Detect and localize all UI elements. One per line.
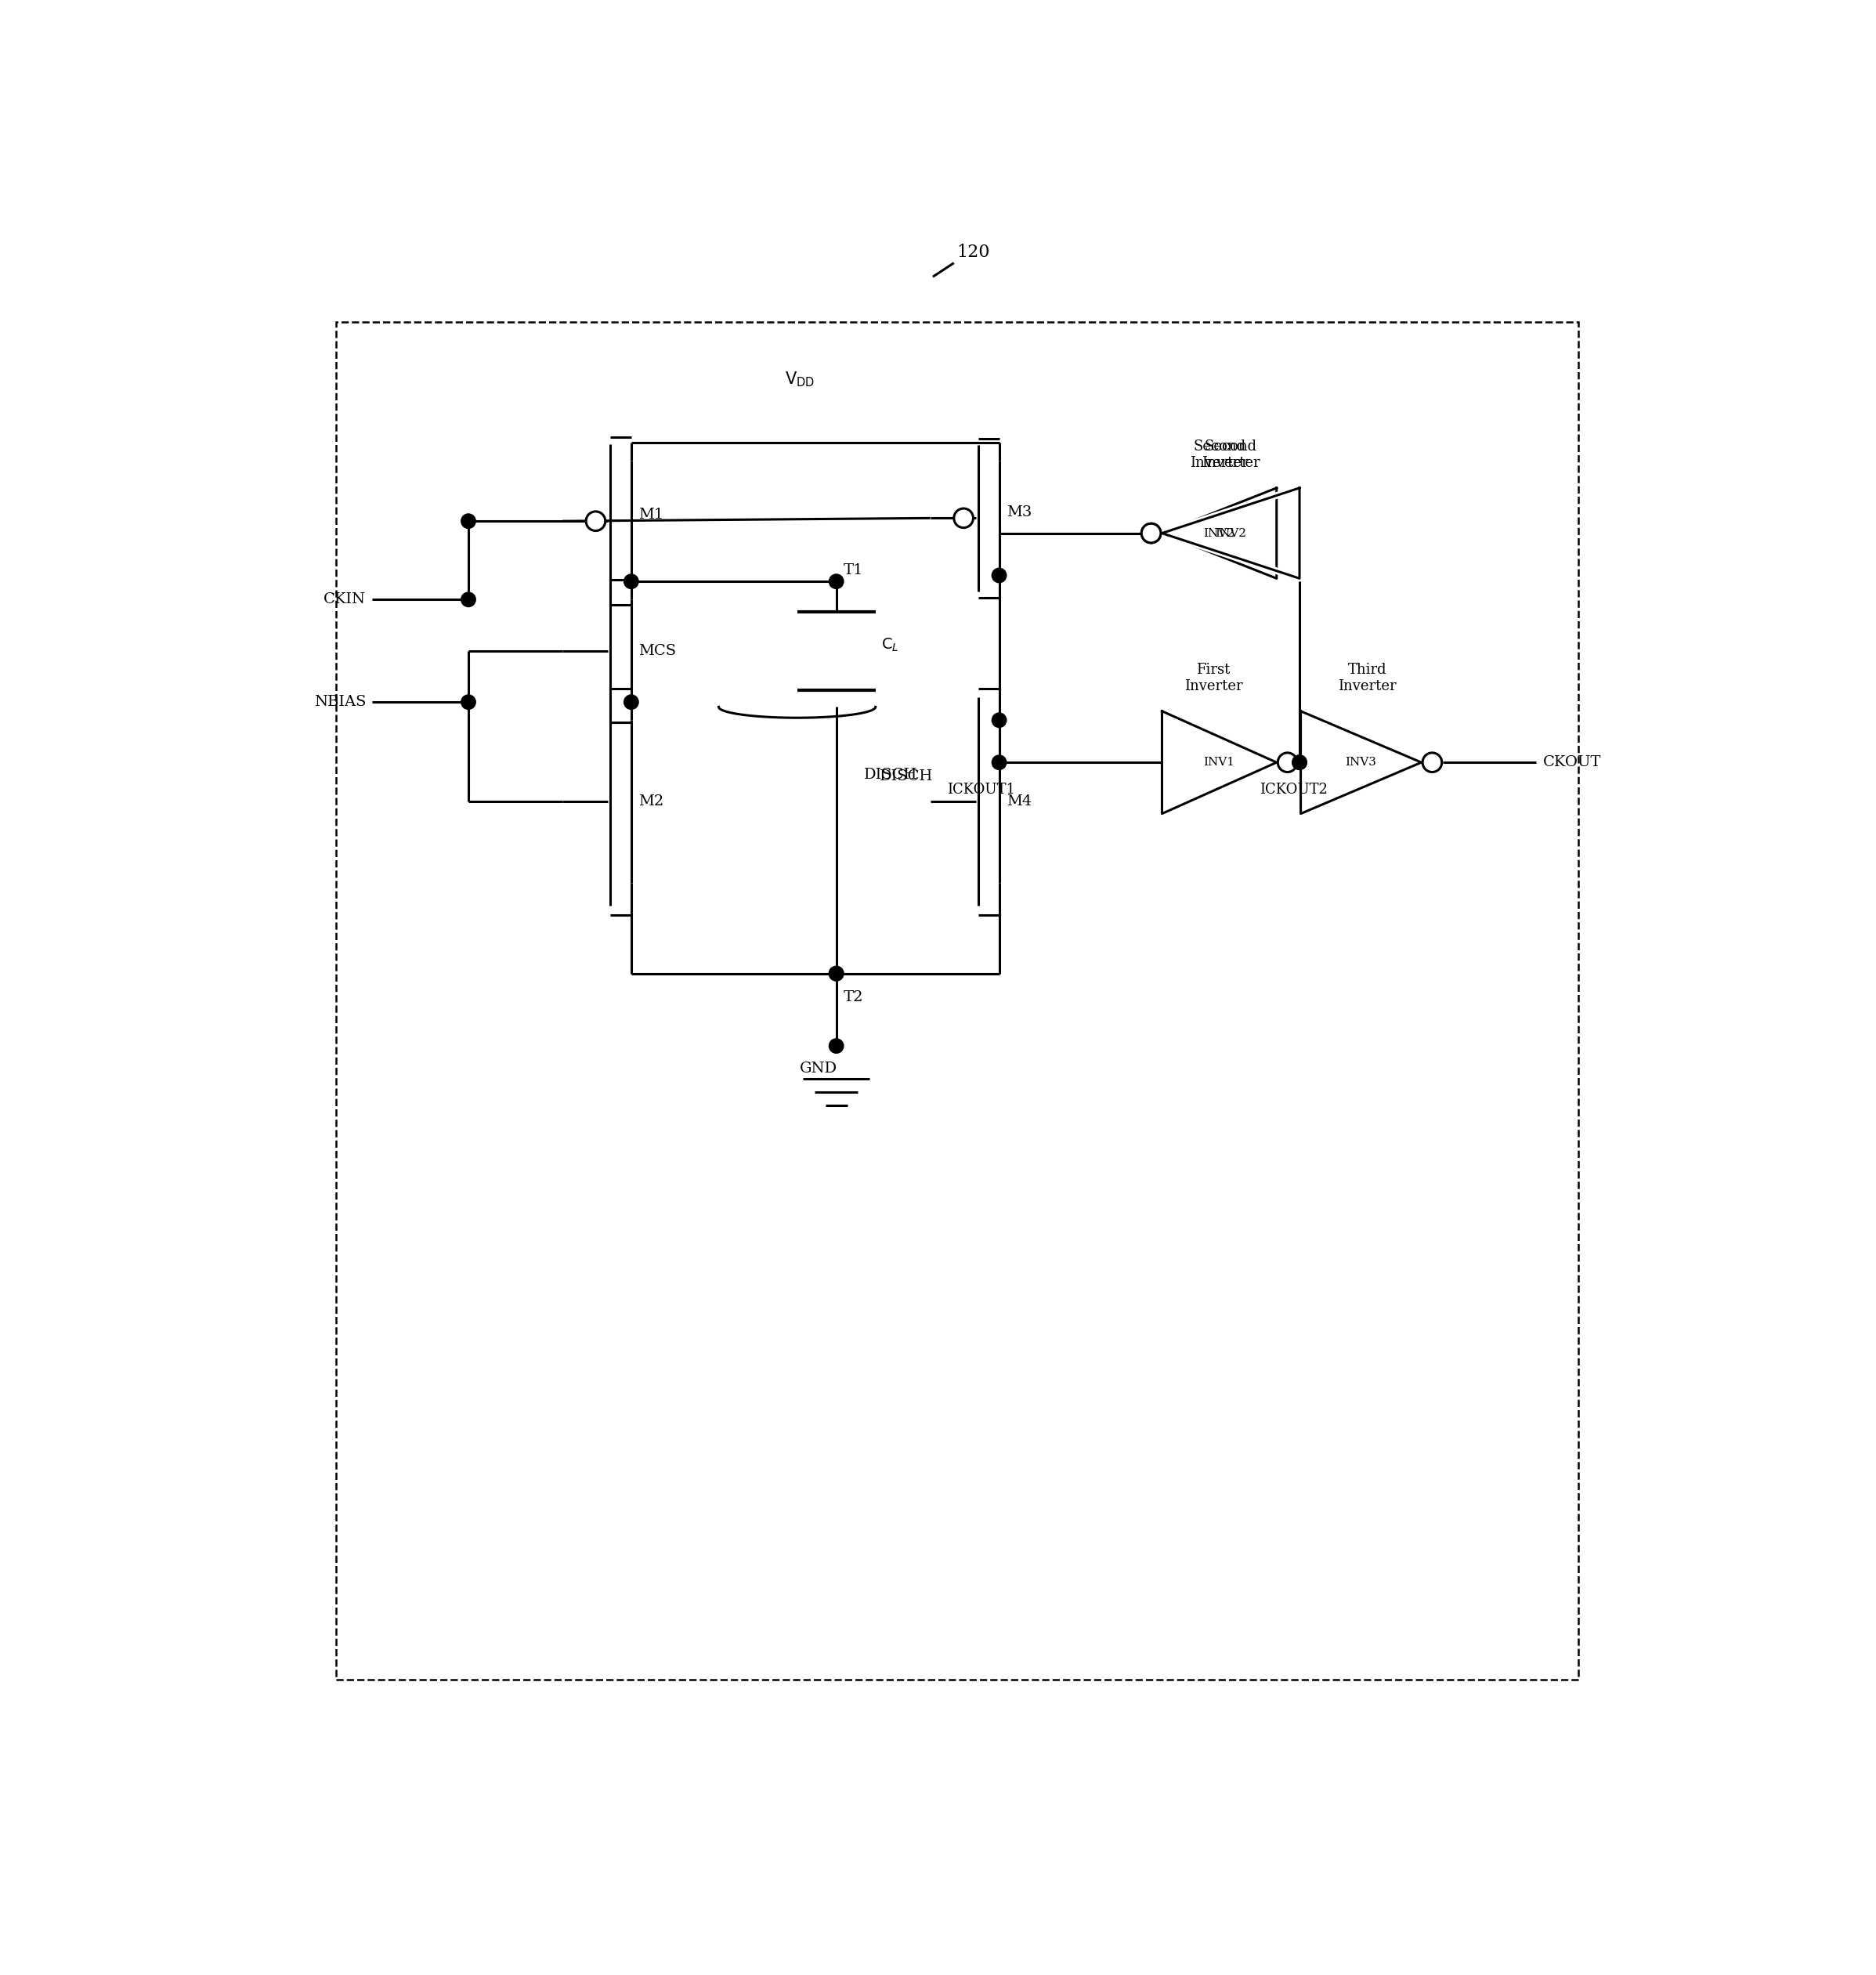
Text: INV1: INV1 (1204, 756, 1234, 768)
Text: M1: M1 (638, 508, 664, 521)
Text: ICKOUT2: ICKOUT2 (1259, 782, 1328, 796)
Text: T1: T1 (844, 563, 863, 577)
Circle shape (953, 508, 974, 527)
Text: ICKOUT1: ICKOUT1 (947, 782, 1015, 796)
Circle shape (829, 966, 844, 982)
Circle shape (992, 713, 1006, 727)
Circle shape (1141, 523, 1161, 543)
Circle shape (585, 512, 606, 531)
Circle shape (625, 695, 638, 709)
Text: NBIAS: NBIAS (313, 695, 366, 709)
Circle shape (461, 695, 477, 709)
Text: CKOUT: CKOUT (1544, 754, 1602, 770)
Text: C$_L$: C$_L$ (882, 636, 899, 654)
Text: T2: T2 (844, 991, 863, 1005)
Text: M4: M4 (1006, 794, 1032, 808)
Circle shape (829, 575, 844, 589)
Text: DISCH: DISCH (863, 768, 917, 782)
Text: Second
Inverter: Second Inverter (1201, 440, 1261, 470)
Circle shape (1141, 523, 1161, 543)
Circle shape (992, 569, 1006, 583)
Text: INV2: INV2 (1204, 527, 1234, 539)
Circle shape (829, 1039, 844, 1053)
Text: Second
Inverter: Second Inverter (1189, 440, 1249, 470)
Text: V$_{\mathrm{DD}}$: V$_{\mathrm{DD}}$ (786, 369, 814, 389)
Circle shape (1422, 752, 1443, 772)
Text: INV3: INV3 (1345, 756, 1377, 768)
Circle shape (1293, 754, 1308, 770)
Circle shape (992, 754, 1006, 770)
Text: INV2: INV2 (1216, 527, 1246, 539)
Text: DISCH: DISCH (880, 768, 932, 784)
Text: Third
Inverter: Third Inverter (1338, 664, 1396, 693)
Circle shape (829, 966, 844, 982)
Text: M3: M3 (1006, 506, 1032, 519)
Text: 120: 120 (957, 243, 991, 261)
Text: GND: GND (799, 1063, 837, 1076)
Text: CKIN: CKIN (323, 592, 366, 606)
Text: M2: M2 (638, 794, 664, 808)
Circle shape (461, 592, 477, 606)
Circle shape (461, 514, 477, 529)
Circle shape (625, 575, 638, 589)
Circle shape (1278, 752, 1296, 772)
Circle shape (1293, 754, 1308, 770)
Text: First
Inverter: First Inverter (1184, 664, 1242, 693)
Text: MCS: MCS (638, 644, 675, 658)
